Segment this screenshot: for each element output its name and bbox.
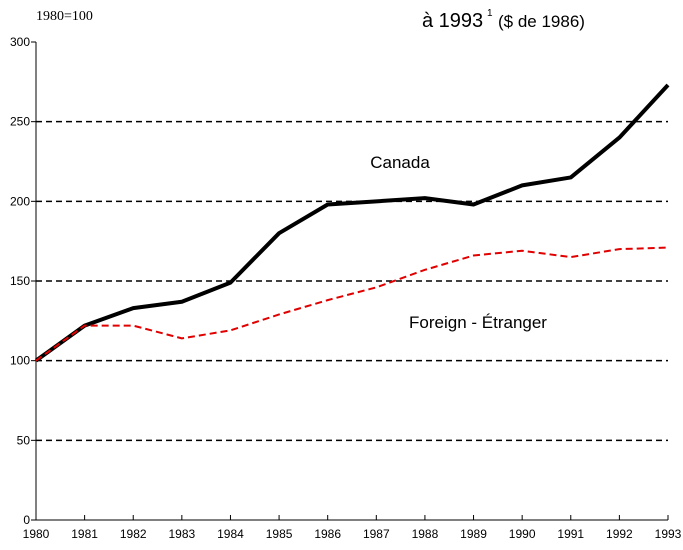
x-tick-label: 1981 bbox=[71, 527, 98, 541]
x-tick-label: 1991 bbox=[557, 527, 584, 541]
x-tick-label: 1990 bbox=[509, 527, 536, 541]
y-tick-label: 100 bbox=[10, 354, 30, 368]
series-line bbox=[35, 246, 669, 362]
y-tick-label: 300 bbox=[10, 35, 30, 49]
series-label: Canada bbox=[370, 153, 430, 172]
y-tick-label: 50 bbox=[17, 433, 31, 447]
x-tick-label: 1985 bbox=[266, 527, 293, 541]
x-tick-label: 1987 bbox=[363, 527, 390, 541]
chart-title: à 1993 bbox=[422, 10, 483, 32]
y-tick-label: 150 bbox=[10, 274, 30, 288]
x-tick-label: 1992 bbox=[606, 527, 633, 541]
x-tick-label: 1993 bbox=[655, 527, 682, 541]
x-tick-label: 1988 bbox=[412, 527, 439, 541]
title-footnote: 1 bbox=[487, 8, 493, 19]
series-line bbox=[34, 83, 670, 363]
y-tick-label: 250 bbox=[10, 115, 30, 129]
title-unit: ($ de 1986) bbox=[498, 12, 585, 31]
x-tick-label: 1980 bbox=[23, 527, 50, 541]
x-tick-label: 1983 bbox=[168, 527, 195, 541]
y-tick-label: 200 bbox=[10, 194, 30, 208]
x-tick-label: 1984 bbox=[217, 527, 244, 541]
series-label: Foreign - Étranger bbox=[409, 313, 547, 332]
x-tick-label: 1986 bbox=[314, 527, 341, 541]
chart-subtitle: 1980=100 bbox=[36, 9, 93, 24]
y-tick-label: 0 bbox=[23, 513, 30, 527]
x-tick-label: 1982 bbox=[120, 527, 147, 541]
x-tick-label: 1989 bbox=[460, 527, 487, 541]
